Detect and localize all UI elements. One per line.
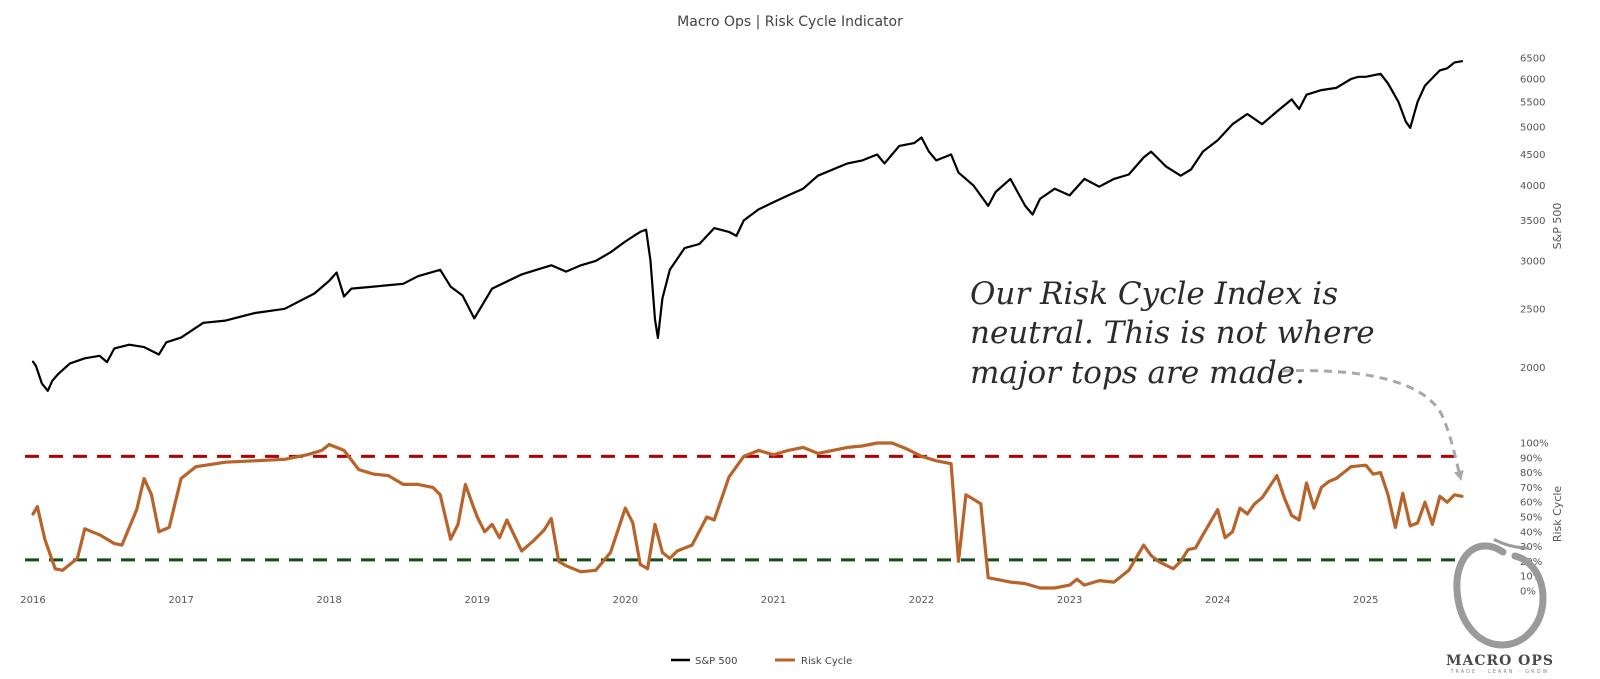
sp500-tick-label: 5000 — [1520, 122, 1545, 133]
sp500-tick-label: 6000 — [1520, 74, 1545, 85]
x-tick-label: 2018 — [316, 595, 341, 606]
risk-tick-label: 0% — [1520, 587, 1536, 598]
x-tick-label: 2017 — [168, 595, 193, 606]
risk-axis-title: Risk Cycle — [1551, 486, 1564, 543]
logo-ring-icon — [1453, 542, 1547, 649]
sp500-tick-label: 2500 — [1520, 304, 1545, 315]
legend-item-risk-cycle: Risk Cycle — [775, 656, 852, 667]
risk-tick-label: 60% — [1520, 498, 1542, 509]
x-tick-label: 2025 — [1353, 595, 1378, 606]
sp500-series-line — [31, 60, 1464, 392]
threshold-lines — [25, 454, 1460, 562]
x-tick-label: 2019 — [465, 595, 490, 606]
sp500-tick-label: 4500 — [1520, 150, 1545, 161]
risk-tick-label: 100% — [1520, 439, 1549, 450]
annotation-line-1: Our Risk Cycle Index is — [970, 276, 1338, 312]
sp500-tick-label: 3000 — [1520, 256, 1545, 267]
x-axis-ticks: 2016 2017 2018 2019 2020 2021 2022 2023 2024 2025 — [20, 595, 1378, 606]
x-tick-label: 2023 — [1057, 595, 1082, 606]
x-tick-label: 2016 — [20, 595, 45, 606]
risk-cycle-series-line — [31, 441, 1464, 590]
x-tick-label: 2024 — [1205, 595, 1230, 606]
x-tick-label: 2022 — [909, 595, 934, 606]
sp500-tick-label: 6500 — [1520, 53, 1545, 64]
risk-tick-label: 80% — [1520, 468, 1542, 479]
sp500-tick-label: 2000 — [1520, 363, 1545, 374]
legend-item-sp500: S&P 500 — [671, 656, 737, 667]
sp500-axis-title: S&P 500 — [1551, 203, 1564, 250]
risk-axis-ticks: 0%10%20%30%40%50%60%70%80%90%100% — [1520, 439, 1549, 598]
risk-tick-label: 70% — [1520, 483, 1542, 494]
legend-label-sp500: S&P 500 — [695, 656, 737, 667]
legend: S&P 500 Risk Cycle — [671, 656, 852, 667]
series-layer — [31, 60, 1464, 590]
macro-ops-logo: MACRO OPS TRADE · LEARN · GROW — [1446, 538, 1554, 675]
annotation-arrow — [1281, 369, 1464, 481]
logo-swirl-icon — [1493, 538, 1530, 550]
logo-name: MACRO OPS — [1446, 653, 1554, 669]
annotation-line-3: major tops are made. — [970, 355, 1305, 391]
risk-tick-label: 40% — [1520, 527, 1542, 538]
sp500-tick-label: 5500 — [1520, 97, 1545, 108]
x-tick-label: 2020 — [613, 595, 638, 606]
risk-tick-label: 90% — [1520, 453, 1542, 464]
x-tick-label: 2021 — [761, 595, 786, 606]
annotation-line-2: neutral. This is not where — [970, 315, 1375, 351]
sp500-tick-label: 3500 — [1520, 216, 1545, 227]
chart-title: Macro Ops | Risk Cycle Indicator — [677, 14, 903, 30]
logo-tagline: TRADE · LEARN · GROW — [1449, 669, 1549, 675]
sp500-axis-ticks: 2000 2500 3000 3500 4000 4500 5000 5500 6000 6500 — [1520, 53, 1545, 373]
legend-label-risk-cycle: Risk Cycle — [801, 656, 852, 667]
annotation: Our Risk Cycle Index is neutral. This is… — [970, 276, 1375, 391]
risk-tick-label: 10% — [1520, 572, 1542, 583]
risk-tick-label: 30% — [1520, 542, 1542, 553]
risk-tick-label: 50% — [1520, 513, 1542, 524]
sp500-tick-label: 4000 — [1520, 181, 1545, 192]
